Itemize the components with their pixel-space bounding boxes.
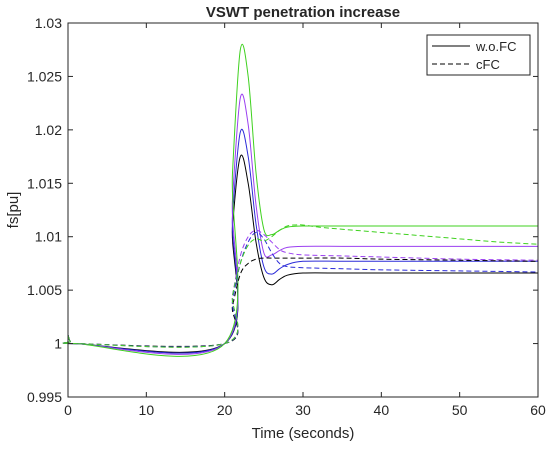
series-line-2 xyxy=(62,93,538,355)
series-line-1 xyxy=(62,129,538,354)
plot-area xyxy=(68,23,538,397)
y-tick-label-7: 1.03 xyxy=(35,15,62,31)
series-line-0 xyxy=(62,154,538,353)
series-layer xyxy=(62,43,539,357)
x-axis-title: Time (seconds) xyxy=(252,425,355,442)
x-tick-label-6: 60 xyxy=(530,402,546,418)
y-tick-label-6: 1.025 xyxy=(27,68,62,84)
x-axis-ticks: 0 10 20 30 40 50 60 xyxy=(64,23,546,418)
x-tick-label-1: 10 xyxy=(139,402,155,418)
y-tick-label-3: 1.01 xyxy=(35,229,62,245)
y-axis-title: fs[pu] xyxy=(5,192,22,229)
y-tick-label-4: 1.015 xyxy=(27,175,62,191)
x-tick-label-0: 0 xyxy=(64,402,72,418)
x-tick-label-2: 20 xyxy=(217,402,233,418)
x-tick-label-3: 30 xyxy=(295,402,311,418)
legend-label-cfc: cFC xyxy=(476,57,500,72)
series-line-3 xyxy=(62,43,538,357)
legend-box xyxy=(426,34,531,76)
y-tick-label-0: 0.995 xyxy=(27,389,62,405)
series-line-7 xyxy=(62,224,539,348)
y-tick-label-1: 1 xyxy=(54,336,62,352)
x-tick-label-4: 40 xyxy=(374,402,390,418)
chart-title: VSWT penetration increase xyxy=(206,4,400,21)
y-tick-label-2: 1.005 xyxy=(27,282,62,298)
y-tick-label-5: 1.02 xyxy=(35,122,62,138)
y-axis-ticks: 0.995 1 1.005 1.01 1.015 1.02 1.025 1.03 xyxy=(27,15,538,405)
legend: w.o.FC cFC xyxy=(426,34,531,76)
legend-label-w-o-fc: w.o.FC xyxy=(475,39,516,54)
x-tick-label-5: 50 xyxy=(452,402,468,418)
